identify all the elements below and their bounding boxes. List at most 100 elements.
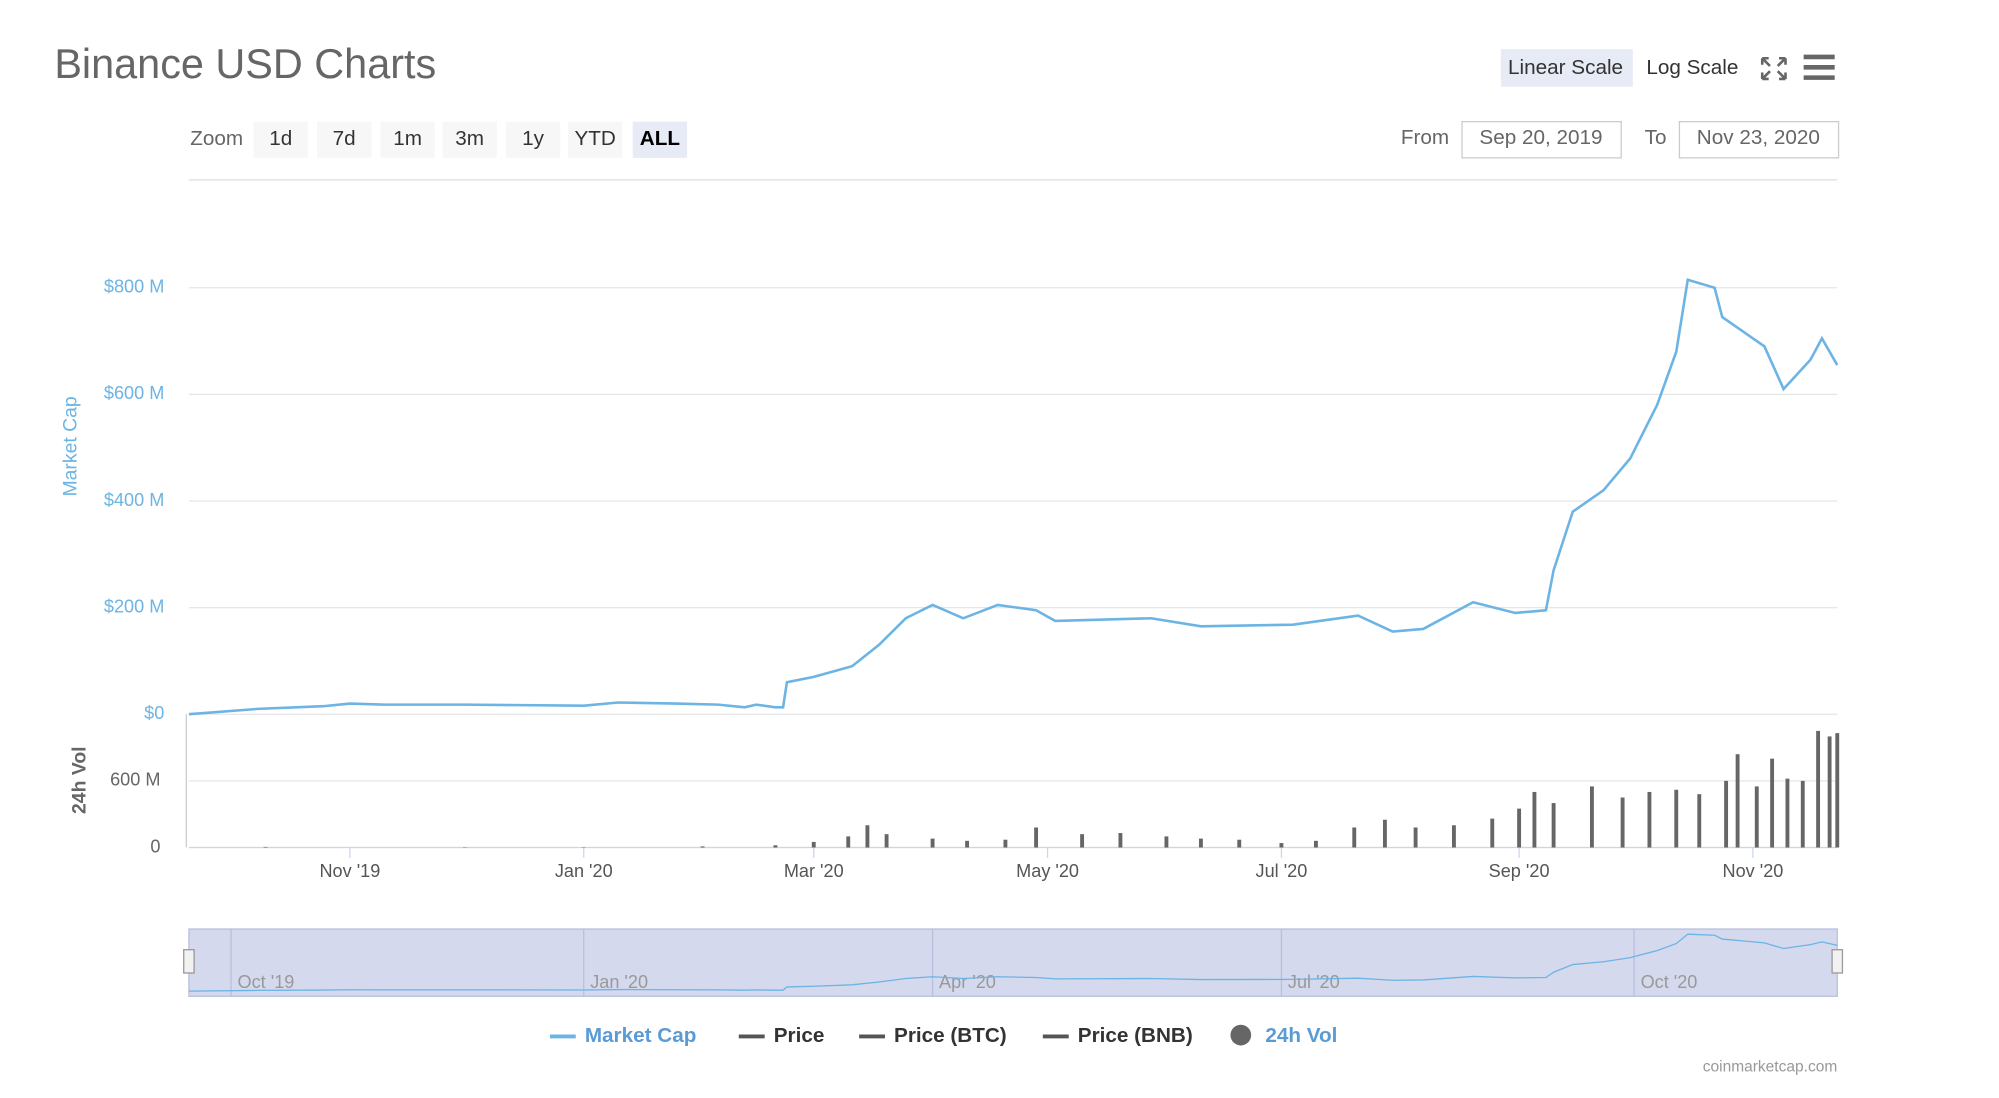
volume-bar [1313, 840, 1318, 848]
volume-bar [1770, 758, 1775, 848]
volume-bar [773, 845, 778, 848]
zoom-button-bg [316, 121, 372, 158]
volume-bar [1034, 827, 1039, 848]
button-bg [1500, 49, 1633, 87]
date-input[interactable] [1678, 120, 1840, 159]
zoom-button-bg [632, 121, 688, 158]
scale-button[interactable]: Log Scale [1646, 56, 1738, 79]
date-input[interactable] [1461, 120, 1622, 159]
volume-bar [1517, 808, 1522, 848]
volume-bar [1382, 819, 1387, 848]
volume-bar [1647, 791, 1652, 848]
y-tick-label: $600 M [104, 383, 164, 403]
volume-bar [1785, 778, 1790, 848]
from-label: From [1401, 126, 1449, 149]
volume-bar [1532, 791, 1537, 848]
zoom-button-bg [380, 121, 435, 158]
legend-label[interactable]: Price [774, 1024, 825, 1047]
volume-bar [1237, 839, 1242, 848]
legend-label[interactable]: Price (BTC) [894, 1024, 1007, 1047]
volume-bar [1451, 825, 1456, 848]
legend-marker [1230, 1024, 1252, 1046]
navigator-tick-label: Oct '19 [238, 972, 295, 992]
volume-bar [965, 840, 970, 848]
volume-bar [865, 825, 870, 848]
y-tick-label: $0 [144, 703, 164, 723]
y-tick-label: $200 M [104, 596, 164, 616]
legend-label[interactable]: Market Cap [585, 1024, 697, 1047]
volume-bar [1164, 836, 1169, 848]
zoom-button-bg [505, 121, 561, 158]
legend-label[interactable]: Price (BNB) [1078, 1024, 1193, 1047]
navigator-line [188, 933, 1838, 992]
zoom-button[interactable]: 1d [269, 127, 292, 150]
market-cap-line [188, 278, 1839, 716]
zoom-button[interactable]: 7d [333, 127, 356, 150]
volume-bar [846, 836, 851, 848]
legend-label[interactable]: 24h Vol [1265, 1024, 1337, 1047]
y2-tick-label: 0 [150, 836, 160, 856]
menu-icon[interactable] [1803, 54, 1835, 80]
navigator-tick-label: Jul '20 [1288, 972, 1340, 992]
volume-bar [1835, 733, 1840, 848]
navigator-handle[interactable] [183, 949, 195, 974]
volume-bar [1735, 754, 1740, 848]
zoom-button[interactable]: ALL [640, 127, 680, 150]
navigator-tick-label: Jan '20 [590, 972, 648, 992]
x-tick-label: Jan '20 [555, 861, 613, 881]
y2-axis-title: 24h Vol [68, 746, 90, 814]
volume-bar [1080, 834, 1085, 848]
volume-bar [884, 834, 889, 848]
x-tick-label: Sep '20 [1489, 861, 1550, 881]
volume-bar [1620, 797, 1625, 848]
x-tick-label: May '20 [1016, 861, 1079, 881]
volume-bar [1800, 780, 1805, 848]
y2-tick-label: 600 M [110, 770, 160, 790]
zoom-button-bg [568, 121, 623, 158]
zoom-button[interactable]: 1y [522, 127, 545, 150]
volume-bar [930, 838, 935, 848]
volume-bar [263, 846, 268, 848]
volume-bar [1724, 780, 1729, 848]
navigator-handle[interactable] [1831, 949, 1844, 974]
scale-button[interactable]: Linear Scale [1508, 56, 1623, 79]
volume-bar [1754, 786, 1759, 848]
x-tick-label: Mar '20 [784, 861, 844, 881]
volume-bar [811, 841, 816, 848]
volume-bar [1674, 789, 1679, 848]
y-axis-title: Market Cap [59, 396, 81, 496]
volume-bar [1413, 827, 1418, 848]
volume-bar [1352, 827, 1357, 848]
volume-bar [700, 846, 705, 848]
volume-bar [1279, 843, 1284, 848]
x-tick-label: Nov '19 [319, 861, 380, 881]
volume-bar [1589, 786, 1594, 848]
fullscreen-icon[interactable] [1760, 56, 1787, 81]
navigator-tick-label: Oct '20 [1641, 972, 1698, 992]
volume-bar [1697, 794, 1702, 848]
zoom-label: Zoom [190, 127, 243, 150]
to-date: Nov 23, 2020 [1697, 126, 1820, 149]
volume-bar [1551, 803, 1556, 848]
to-label: To [1645, 126, 1667, 149]
navigator-tick-label: Apr '20 [939, 972, 996, 992]
y-tick-label: $800 M [104, 277, 164, 297]
zoom-button[interactable]: 1m [393, 127, 422, 150]
from-date: Sep 20, 2019 [1479, 126, 1602, 149]
volume-bar [1827, 736, 1832, 848]
chart-title: Binance USD Charts [54, 41, 436, 87]
y-tick-label: $400 M [104, 490, 164, 510]
volume-bar [1003, 839, 1008, 848]
volume-bar [1816, 730, 1821, 848]
x-tick-label: Nov '20 [1723, 861, 1784, 881]
navigator-mask[interactable] [188, 928, 1838, 997]
zoom-button[interactable]: YTD [574, 127, 615, 150]
zoom-button-bg [442, 121, 497, 158]
zoom-button[interactable]: 3m [455, 127, 484, 150]
volume-bar [1198, 838, 1203, 848]
zoom-button-bg [253, 121, 308, 158]
volume-bar [1118, 833, 1123, 848]
x-tick-label: Jul '20 [1256, 861, 1308, 881]
